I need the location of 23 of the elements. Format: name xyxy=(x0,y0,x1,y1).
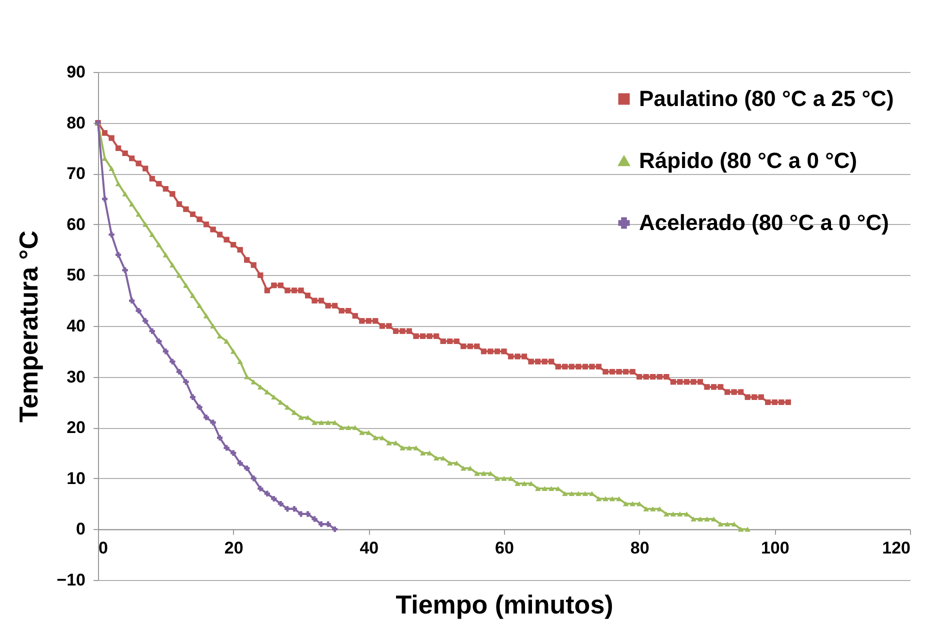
x-axis-title: Tiempo (minutos) xyxy=(396,590,614,620)
y-tick-label: 20 xyxy=(66,418,86,438)
y-tick-label: 90 xyxy=(66,62,86,82)
x-tick-label: 40 xyxy=(360,538,379,558)
y-tick-label: 30 xyxy=(66,367,86,386)
legend-label: Rápido (80 °C a 0 °C) xyxy=(639,148,858,173)
x-tick-label: 60 xyxy=(495,538,514,558)
y-tick-label: 0 xyxy=(76,520,86,539)
y-tick-label: 60 xyxy=(66,214,86,234)
x-tick-label: 0 xyxy=(98,538,108,558)
legend-label: Acelerado (80 °C a 0 °C) xyxy=(639,210,889,235)
y-tick-label: 70 xyxy=(66,164,86,184)
y-axis-title: Temperatura °C xyxy=(14,230,44,422)
x-tick-label: 120 xyxy=(882,538,910,558)
legend-label: Paulatino (80 °C a 25 °C) xyxy=(639,86,894,111)
x-tick-label: 20 xyxy=(224,538,244,558)
y-tick-label: 10 xyxy=(66,468,86,488)
x-tick-label: 100 xyxy=(760,538,790,558)
y-tick-label: 40 xyxy=(66,316,86,336)
y-tick-label: 50 xyxy=(66,266,86,285)
y-tick-label: 80 xyxy=(66,113,86,132)
y-tick-label: −10 xyxy=(56,570,86,590)
x-tick-label: 80 xyxy=(630,538,650,558)
